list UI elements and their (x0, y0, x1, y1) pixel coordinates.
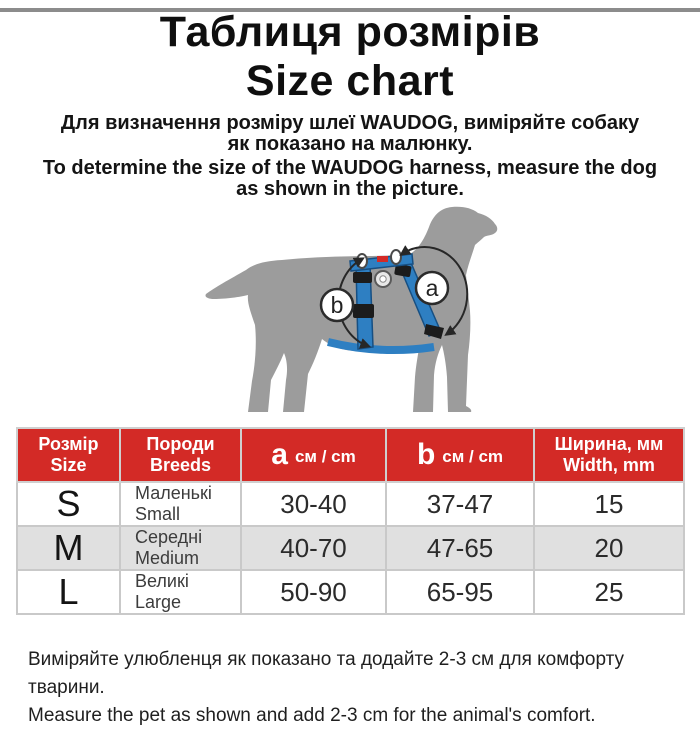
footer-note-en: Measure the pet as shown and add 2-3 cm … (28, 705, 596, 726)
harness-buckle-mid (353, 304, 374, 318)
breed-s-en: Small (135, 504, 181, 524)
width-s: 15 (533, 481, 685, 527)
table-row-s: S Маленькі Small 30-40 37-47 15 (16, 481, 685, 527)
breed-m: Середні Medium (119, 525, 242, 571)
intro-ua-line2: як показано на малюнку. (227, 133, 473, 155)
measurement-arc-a (399, 245, 469, 336)
col-header-b: b см / cm (385, 427, 535, 483)
width-m: 20 (533, 525, 685, 571)
page-title-ua: Таблиця розмірів (159, 8, 541, 56)
col-header-width: Ширина, мм Width, mm (533, 427, 685, 483)
b-range-l: 65-95 (385, 569, 535, 615)
breed-m-en: Medium (135, 548, 200, 568)
breed-l: Великі Large (119, 569, 242, 615)
breed-l-ua: Великі (135, 571, 189, 591)
b-range-s: 37-47 (385, 481, 535, 527)
measurement-a-label: a (426, 275, 439, 301)
top-divider-bar (0, 8, 700, 12)
page-title: Таблиця розмірів Size chart (0, 8, 700, 106)
col-header-size-ua: Розмір (38, 434, 99, 454)
intro-text-ua: Для визначення розміру шлеї WAUDOG, вимі… (0, 113, 700, 155)
size-table-header-row: Розмір Size Породи Breeds a см / cm b см /… (16, 427, 685, 483)
breed-s-ua: Маленькі (135, 483, 212, 503)
col-header-b-unit: см / cm (442, 446, 504, 466)
harness-tag-hole (379, 275, 387, 283)
intro-ua-line1: Для визначення розміру шлеї WAUDOG, вимі… (60, 112, 640, 134)
a-range-l: 50-90 (240, 569, 387, 615)
col-header-size-en: Size (50, 455, 87, 475)
width-l: 25 (533, 569, 685, 615)
harness-logo-patch (377, 256, 388, 262)
harness-belly-strap (327, 338, 435, 355)
size-l: L (16, 569, 121, 615)
breed-m-ua: Середні (135, 527, 203, 547)
col-header-a-letter: a (271, 437, 288, 471)
page-title-en: Size chart (245, 57, 455, 105)
measurement-circle-a (414, 270, 450, 306)
col-header-size: Розмір Size (16, 427, 121, 483)
harness-buckle-top (353, 272, 372, 283)
footer-note-ua: Виміряйте улюбленця як показано та додай… (28, 649, 625, 698)
footer-note: Виміряйте улюбленця як показано та додай… (28, 646, 680, 730)
breed-l-en: Large (135, 592, 182, 612)
col-header-width-en: Width, mm (563, 455, 655, 475)
size-table: Розмір Size Породи Breeds a см / cm b см /… (16, 427, 685, 615)
size-m: M (16, 525, 121, 571)
col-header-a-unit: см / cm (294, 446, 356, 466)
col-header-a: a см / cm (240, 427, 387, 483)
table-row-l: L Великі Large 50-90 65-95 25 (16, 569, 685, 615)
col-header-width-ua: Ширина, мм (554, 434, 664, 454)
size-s: S (16, 481, 121, 527)
b-range-m: 47-65 (385, 525, 535, 571)
col-header-breeds-ua: Породи (146, 434, 215, 454)
measurement-b-label: b (331, 292, 344, 318)
breed-s: Маленькі Small (119, 481, 242, 527)
a-range-s: 30-40 (240, 481, 387, 527)
intro-text-en: To determine the size of the WAUDOG harn… (0, 158, 700, 200)
a-range-m: 40-70 (240, 525, 387, 571)
measurement-circle-b (319, 287, 355, 323)
dog-measurement-diagram: b a (205, 206, 498, 412)
intro-en-line1: To determine the size of the WAUDOG harn… (42, 157, 658, 179)
intro-en-line2: as shown in the picture. (236, 178, 464, 200)
table-row-m: M Середні Medium 40-70 47-65 20 (16, 525, 685, 571)
col-header-breeds-en: Breeds (149, 455, 212, 475)
col-header-breeds: Породи Breeds (119, 427, 242, 483)
col-header-b-letter: b (416, 437, 436, 471)
harness-d-ring-right (390, 249, 402, 265)
